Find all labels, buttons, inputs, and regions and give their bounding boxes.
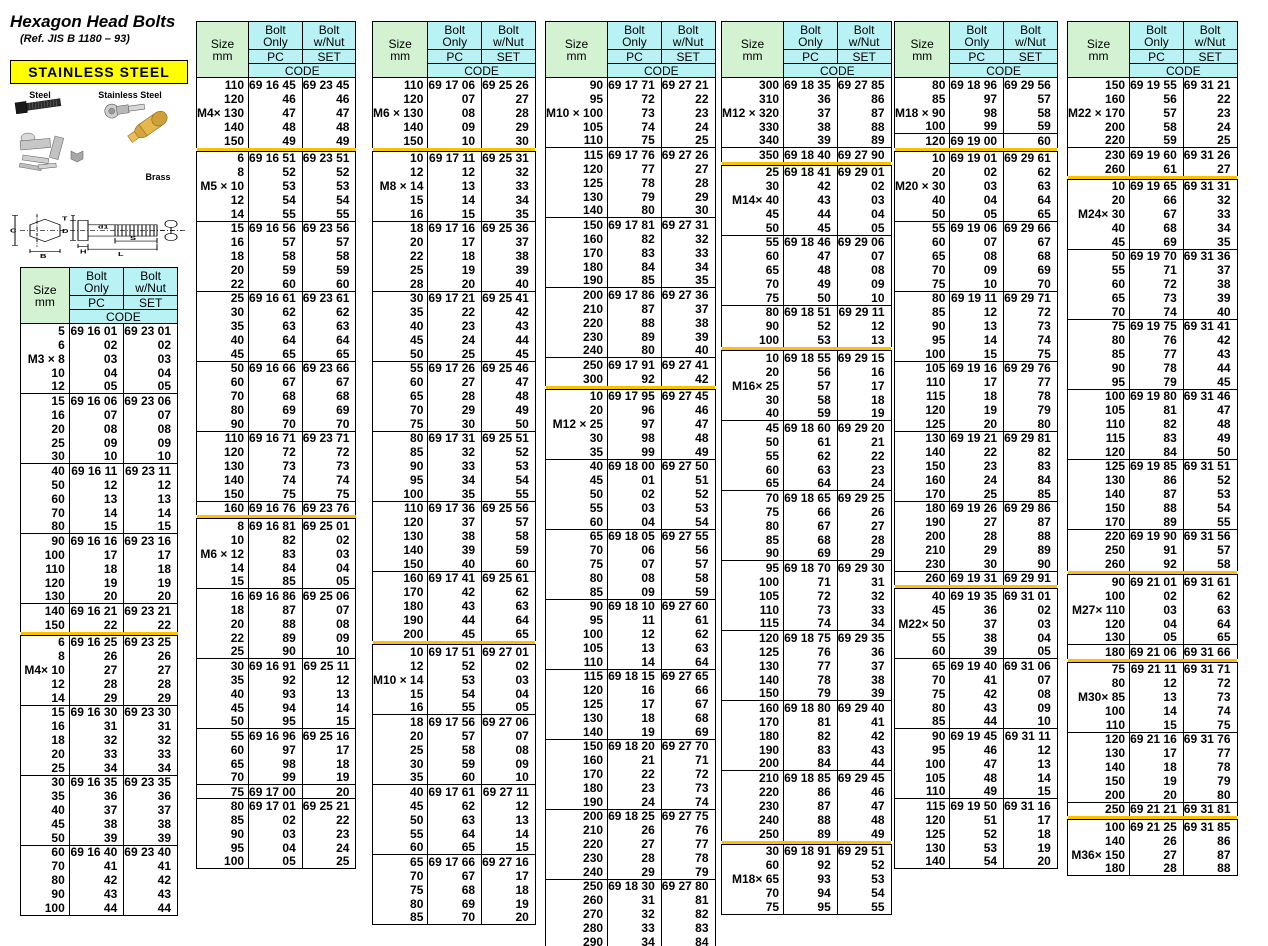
svg-text:d1: d1: [98, 223, 109, 230]
svg-text:Stainless Steel: Stainless Steel: [98, 90, 162, 100]
svg-text:Steel: Steel: [29, 90, 51, 100]
svg-text:Brass: Brass: [145, 172, 170, 182]
svg-text:L: L: [118, 251, 124, 258]
svg-text:S: S: [130, 235, 136, 242]
svg-text:D: D: [62, 228, 69, 235]
svg-text:T: T: [62, 215, 68, 222]
svg-text:C: C: [10, 227, 17, 234]
svg-text:H: H: [80, 248, 87, 255]
svg-text:B: B: [40, 253, 47, 260]
